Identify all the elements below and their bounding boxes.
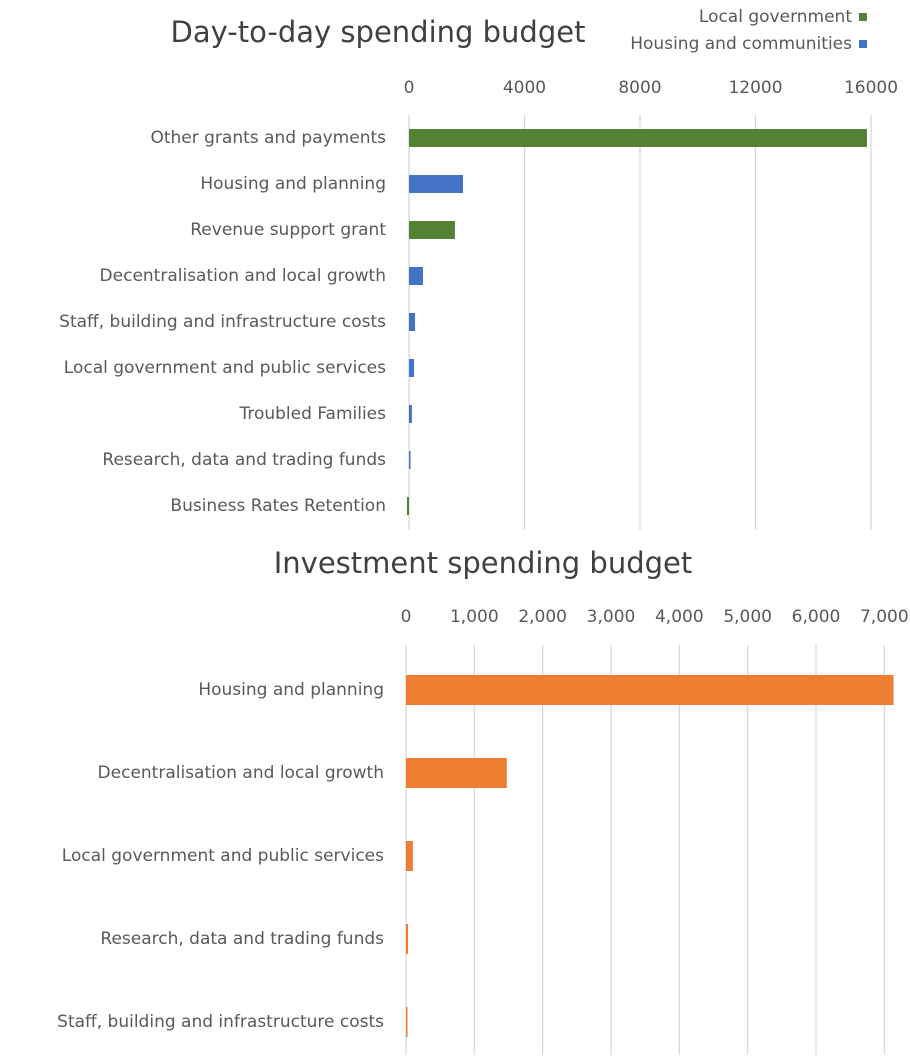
x-tick-label: 0 xyxy=(401,607,412,627)
category-label: Decentralisation and local growth xyxy=(98,763,384,783)
chart-title: Day-to-day spending budget xyxy=(171,15,586,49)
bar xyxy=(409,313,416,331)
x-tick-label: 6,000 xyxy=(792,607,841,627)
bar xyxy=(406,497,409,515)
legend-box xyxy=(604,2,866,60)
x-tick-label: 12000 xyxy=(728,78,782,98)
x-tick-label: 5,000 xyxy=(723,607,772,627)
x-tick-label: 8000 xyxy=(618,78,661,98)
bar xyxy=(406,924,409,954)
bar xyxy=(406,1007,408,1037)
x-tick-label: 0 xyxy=(404,78,415,98)
legend-swatch xyxy=(859,13,867,21)
legend-swatch xyxy=(859,40,867,48)
x-tick-label: 16000 xyxy=(844,78,898,98)
bar xyxy=(409,451,411,469)
chart-title: Investment spending budget xyxy=(274,546,693,580)
x-tick-label: 2,000 xyxy=(518,607,567,627)
bar xyxy=(406,841,413,871)
bar xyxy=(406,758,507,788)
bar xyxy=(409,359,415,377)
category-label: Staff, building and infrastructure costs xyxy=(57,1012,384,1032)
bar xyxy=(409,221,455,239)
category-label: Housing and planning xyxy=(198,680,384,700)
category-label: Decentralisation and local growth xyxy=(100,266,386,286)
bar xyxy=(406,675,894,705)
x-tick-label: 4,000 xyxy=(655,607,704,627)
bar xyxy=(409,267,424,285)
legend-label: Housing and communities xyxy=(630,34,852,54)
x-tick-label: 1,000 xyxy=(450,607,499,627)
category-label: Business Rates Retention xyxy=(170,496,386,516)
category-label: Research, data and trading funds xyxy=(102,450,386,470)
category-label: Staff, building and infrastructure costs xyxy=(59,312,386,332)
category-label: Housing and planning xyxy=(200,174,386,194)
x-tick-label: 4000 xyxy=(503,78,546,98)
x-tick-label: 3,000 xyxy=(587,607,636,627)
category-label: Revenue support grant xyxy=(190,220,386,240)
category-label: Troubled Families xyxy=(238,404,386,424)
bar xyxy=(409,175,463,193)
category-label: Research, data and trading funds xyxy=(100,929,384,949)
bar xyxy=(409,129,867,147)
x-tick-label: 7,000 xyxy=(860,607,909,627)
category-label: Local government and public services xyxy=(62,846,384,866)
category-label: Other grants and payments xyxy=(150,128,386,148)
bar xyxy=(409,405,412,423)
category-label: Local government and public services xyxy=(64,358,386,378)
legend-label: Local government xyxy=(699,7,852,27)
